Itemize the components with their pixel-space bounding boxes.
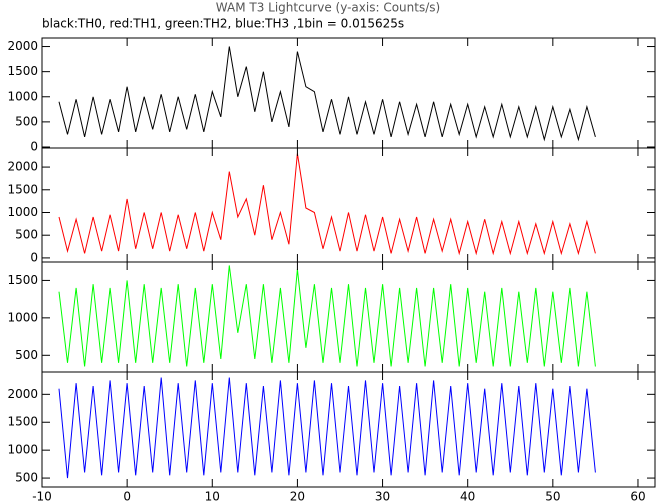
y-tick-label: 1500 xyxy=(7,415,38,429)
x-tick-label: 60 xyxy=(630,490,645,504)
y-tick-label: 2000 xyxy=(7,387,38,401)
x-tick-label: 0 xyxy=(123,490,131,504)
y-tick-label: 1000 xyxy=(7,443,38,457)
chart-title: WAM T3 Lightcurve (y-axis: Counts/s) xyxy=(216,1,440,15)
y-tick-label: 1000 xyxy=(7,89,38,103)
data-line xyxy=(58,153,596,256)
y-tick-label: 1500 xyxy=(7,273,38,287)
x-tick-label: 50 xyxy=(545,490,560,504)
y-tick-label: 0 xyxy=(30,139,38,153)
x-tick-label: 10 xyxy=(205,490,220,504)
x-tick-label: 30 xyxy=(375,490,390,504)
data-line xyxy=(58,265,596,367)
panel-frame xyxy=(41,371,656,488)
y-tick-label: 500 xyxy=(15,114,38,128)
y-tick-label: 500 xyxy=(15,471,38,485)
x-tick-label: 40 xyxy=(460,490,475,504)
y-tick-label: 500 xyxy=(15,348,38,362)
y-tick-label: 2000 xyxy=(7,160,38,174)
y-tick-label: 1500 xyxy=(7,64,38,78)
data-line xyxy=(58,46,596,142)
y-tick-label: 0 xyxy=(30,250,38,264)
chart-subtitle: black:TH0, red:TH1, green:TH2, blue:TH3 … xyxy=(42,17,404,31)
x-tick-label: -10 xyxy=(32,490,52,504)
y-tick-label: 1000 xyxy=(7,205,38,219)
y-tick-label: 2000 xyxy=(7,39,38,53)
x-tick-label: 20 xyxy=(290,490,305,504)
y-tick-label: 500 xyxy=(15,228,38,242)
y-tick-label: 1000 xyxy=(7,310,38,324)
y-tick-label: 1500 xyxy=(7,182,38,196)
data-line xyxy=(58,377,596,479)
